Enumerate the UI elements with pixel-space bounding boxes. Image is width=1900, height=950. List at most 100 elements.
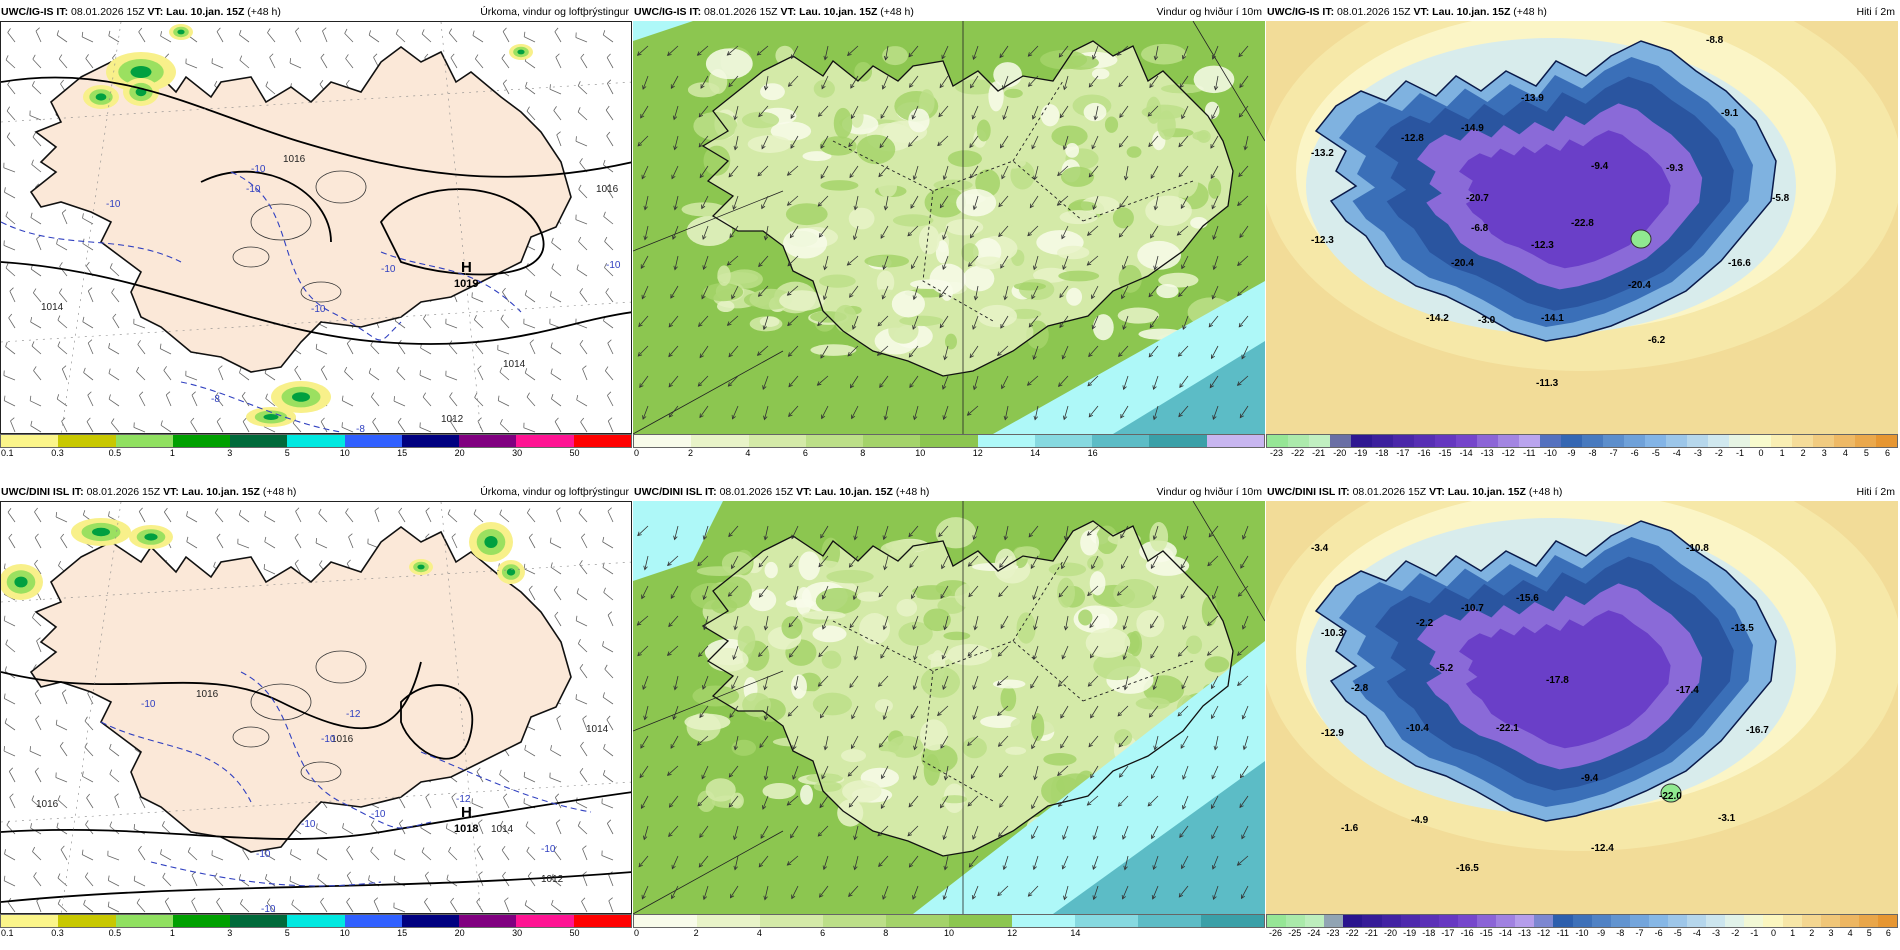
wind-arrow-head bbox=[997, 351, 1002, 356]
wind-barb-flag bbox=[503, 793, 508, 798]
wind-barb bbox=[30, 400, 42, 407]
wind-arrow bbox=[1028, 885, 1039, 897]
wind-barb bbox=[240, 903, 250, 913]
wind-arrow bbox=[1119, 765, 1129, 778]
wind-arrow-head bbox=[1032, 265, 1038, 271]
wind-barb bbox=[31, 345, 42, 355]
wind-barb-flag bbox=[556, 715, 561, 720]
wind-arrow-head bbox=[942, 385, 947, 390]
wind-barb-flag bbox=[295, 507, 300, 512]
wind-barb-flag bbox=[523, 563, 526, 569]
wind-arrow-head bbox=[761, 805, 767, 810]
wind-arrow-head bbox=[639, 773, 644, 779]
wind-arrow bbox=[1121, 285, 1129, 299]
wind-arrow-head bbox=[1241, 894, 1246, 900]
wind-arrow-head bbox=[1177, 352, 1183, 357]
wind-arrow bbox=[1212, 855, 1219, 870]
wind-speed-patch bbox=[920, 719, 948, 751]
wind-barb bbox=[374, 510, 380, 523]
wind-arrow bbox=[942, 375, 949, 390]
wind-arrow-head bbox=[789, 563, 794, 568]
wind-arrow bbox=[701, 195, 709, 209]
wind-arrow bbox=[637, 525, 649, 536]
region-border bbox=[1012, 560, 1064, 642]
wind-arrow bbox=[732, 195, 739, 210]
wind-arrow-head bbox=[852, 325, 857, 330]
wind-arrow bbox=[674, 525, 679, 540]
wind-barb-flag bbox=[577, 821, 581, 826]
wind-barb-flag bbox=[241, 391, 246, 397]
panel-title: Úrkoma, vindur og loftþrýstingur bbox=[480, 486, 629, 498]
wind-speed-patch bbox=[741, 111, 780, 129]
wind-arrow-head bbox=[908, 142, 913, 147]
strong-wind-area bbox=[1053, 761, 1265, 914]
wind-arrow-head bbox=[670, 294, 675, 299]
wind-speed-patch bbox=[819, 136, 857, 156]
colorbar-tick-label: 0.1 bbox=[1, 928, 14, 938]
wind-barb bbox=[33, 292, 42, 303]
wind-arrow bbox=[727, 45, 739, 56]
wind-barb bbox=[446, 828, 458, 835]
wind-arrow bbox=[1238, 585, 1249, 597]
wind-arrow bbox=[1241, 825, 1249, 839]
wind-arrow bbox=[999, 795, 1009, 808]
wind-arrow bbox=[877, 345, 889, 356]
wind-arrow-head bbox=[670, 744, 675, 749]
wind-barb-flag bbox=[215, 392, 219, 397]
wind-speed-patch bbox=[681, 202, 727, 217]
colorbar-swatch bbox=[1457, 915, 1478, 927]
wind-arrow bbox=[1029, 195, 1039, 208]
wind-arrow-head bbox=[851, 714, 856, 720]
wind-barb bbox=[551, 878, 562, 887]
wind-barb bbox=[420, 347, 432, 355]
colorbar-swatch bbox=[1324, 915, 1344, 927]
wind-arrow bbox=[1094, 105, 1099, 120]
wind-barb bbox=[30, 268, 42, 277]
wind-barb bbox=[9, 290, 16, 303]
wind-arrow bbox=[1237, 375, 1249, 386]
isotherm bbox=[100, 721, 252, 803]
wind-barb bbox=[575, 37, 588, 43]
temperature-value: -14.9 bbox=[1461, 123, 1484, 134]
wind-arrow-head bbox=[1088, 82, 1094, 88]
wind-speed-patch bbox=[963, 265, 995, 292]
colorbar-tick-label: -21 bbox=[1364, 928, 1378, 938]
wind-barb-flag bbox=[373, 53, 378, 58]
wind-arrow-head bbox=[787, 321, 792, 327]
colorbar-tick-label: 3 bbox=[1821, 448, 1827, 458]
wind-barb bbox=[371, 396, 380, 407]
wind-arrow-head bbox=[756, 51, 762, 56]
wind-speed-patch bbox=[1135, 697, 1170, 710]
wind-barb-flag bbox=[164, 507, 168, 513]
wind-barb-flag bbox=[32, 132, 36, 138]
wind-arrow-head bbox=[817, 112, 823, 117]
wind-arrow-head bbox=[763, 535, 768, 541]
wind-arrow-head bbox=[1027, 52, 1033, 57]
wind-arrow bbox=[939, 315, 949, 328]
wind-arrow bbox=[940, 195, 949, 208]
colorbar-tick-label: -22 bbox=[1291, 448, 1305, 458]
wind-arrow bbox=[820, 345, 829, 359]
wind-barb-flag bbox=[550, 342, 553, 348]
wind-speed-patch bbox=[898, 621, 933, 646]
wind-barb bbox=[138, 511, 146, 523]
wind-barb-flag bbox=[549, 537, 552, 543]
wind-barb-flag bbox=[138, 507, 143, 512]
wind-arrow-head bbox=[1059, 323, 1064, 329]
wind-arrow-head bbox=[1000, 323, 1005, 329]
wind-arrow bbox=[997, 675, 1009, 686]
wind-barb-flag bbox=[265, 393, 268, 399]
wind-arrow-head bbox=[1122, 835, 1127, 840]
wind-arrow bbox=[824, 735, 829, 750]
wind-barb bbox=[33, 370, 42, 381]
colorbar-swatch bbox=[1813, 435, 1834, 447]
wind-arrow-head bbox=[668, 322, 674, 328]
colorbar-tick-label: 10 bbox=[339, 928, 350, 938]
wind-arrow bbox=[787, 165, 799, 176]
wind-barb bbox=[57, 799, 68, 809]
wind-barb-flag bbox=[370, 820, 375, 826]
wind-barb bbox=[7, 511, 16, 523]
wind-arrow bbox=[758, 855, 769, 868]
wind-barb bbox=[575, 140, 588, 147]
colorbar-tick-label: 4 bbox=[745, 448, 751, 458]
